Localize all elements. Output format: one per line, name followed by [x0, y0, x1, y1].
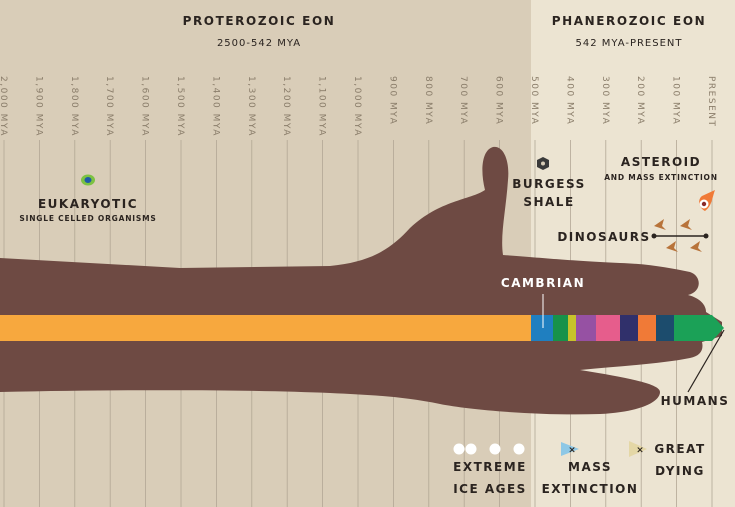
period-band — [596, 315, 620, 341]
tick-label: PRESENT — [706, 76, 716, 128]
proterozoic-title: PROTEROZOIC EON — [183, 14, 336, 28]
dinosaurs-range-end — [703, 233, 709, 239]
period-band — [576, 315, 596, 341]
tick-label: 600 MYA — [494, 76, 504, 125]
tick-label: 1,900 MYA — [33, 76, 43, 137]
period-band — [568, 315, 576, 341]
dinosaur-icons — [654, 219, 702, 252]
svg-text:×: × — [568, 446, 576, 456]
tick-label: 1,300 MYA — [246, 76, 256, 137]
proterozoic-bar — [0, 315, 531, 341]
mass-extinction-label-1: MASS — [568, 460, 612, 474]
eukaryotic-sublabel: SINGLE CELLED ORGANISMS — [19, 214, 156, 223]
asteroid-label: ASTEROID — [621, 155, 701, 169]
cambrian-label: CAMBRIAN — [501, 276, 585, 290]
dinosaurs-label: DINOSAURS — [557, 230, 650, 244]
tick-label: 1,100 MYA — [317, 76, 327, 137]
tick-label: 1,600 MYA — [140, 76, 150, 137]
period-band — [553, 315, 568, 341]
tick-label: 900 MYA — [387, 76, 397, 125]
proterozoic-subtitle: 2500-542 MYA — [217, 38, 301, 49]
humans-label: HUMANS — [661, 394, 730, 408]
ice-age-icons — [453, 443, 525, 455]
period-band — [531, 315, 553, 341]
burgess-shale-label-1: BURGESS — [512, 177, 585, 191]
eukaryotic-label: EUKARYOTIC — [38, 197, 138, 211]
period-bands — [531, 315, 704, 341]
burgess-shale-label-2: SHALE — [523, 195, 574, 209]
tick-label: 1,000 MYA — [352, 76, 362, 137]
phanerozoic-background — [531, 0, 735, 507]
ice-ages-label-2: ICE AGES — [453, 482, 527, 496]
tick-label: 1,700 MYA — [104, 76, 114, 137]
tick-label: 200 MYA — [635, 76, 645, 125]
humans-pointer — [687, 329, 725, 393]
tick-label: 2,000 MYA — [0, 76, 8, 137]
period-band — [638, 315, 656, 341]
tick-label: 800 MYA — [423, 76, 433, 125]
ice-ages-label-1: EXTREME — [453, 460, 527, 474]
phanerozoic-title: PHANEROZOIC EON — [552, 14, 707, 28]
tick-label: 500 MYA — [529, 76, 539, 125]
great-dying-label-2: DYING — [655, 464, 705, 478]
tick-label: 300 MYA — [600, 76, 610, 125]
period-band — [656, 315, 674, 341]
tick-label: 400 MYA — [564, 76, 574, 125]
eukaryotic-icon — [81, 174, 95, 186]
asteroid-sublabel: AND MASS EXTINCTION — [604, 173, 718, 182]
great-dying-icon: × — [629, 441, 647, 457]
tick-label: 1,200 MYA — [281, 76, 291, 137]
tick-label: 700 MYA — [458, 76, 468, 125]
tick-label: 1,800 MYA — [69, 76, 79, 137]
asteroid-icon — [699, 190, 715, 211]
tick-label: 1,500 MYA — [175, 76, 185, 137]
period-band — [674, 315, 704, 341]
phanerozoic-subtitle: 542 MYA-PRESENT — [575, 38, 682, 49]
tick-label: 100 MYA — [671, 76, 681, 125]
great-dying-label-1: GREAT — [654, 442, 705, 456]
timeline-bar-tip — [704, 315, 724, 341]
period-band — [620, 315, 638, 341]
dinosaurs-range-start — [651, 233, 657, 239]
burgess-shale-icon-center — [541, 161, 545, 166]
timeline-grid: 2,000 MYA 1,900 MYA 1,800 MYA 1,700 MYA 1,60… — [0, 76, 716, 507]
mass-extinction-label-2: EXTINCTION — [542, 482, 639, 496]
mass-extinction-icon: × — [561, 442, 579, 456]
arm-silhouette — [0, 146, 722, 415]
tick-label: 1,400 MYA — [210, 76, 220, 137]
svg-text:×: × — [636, 446, 644, 456]
